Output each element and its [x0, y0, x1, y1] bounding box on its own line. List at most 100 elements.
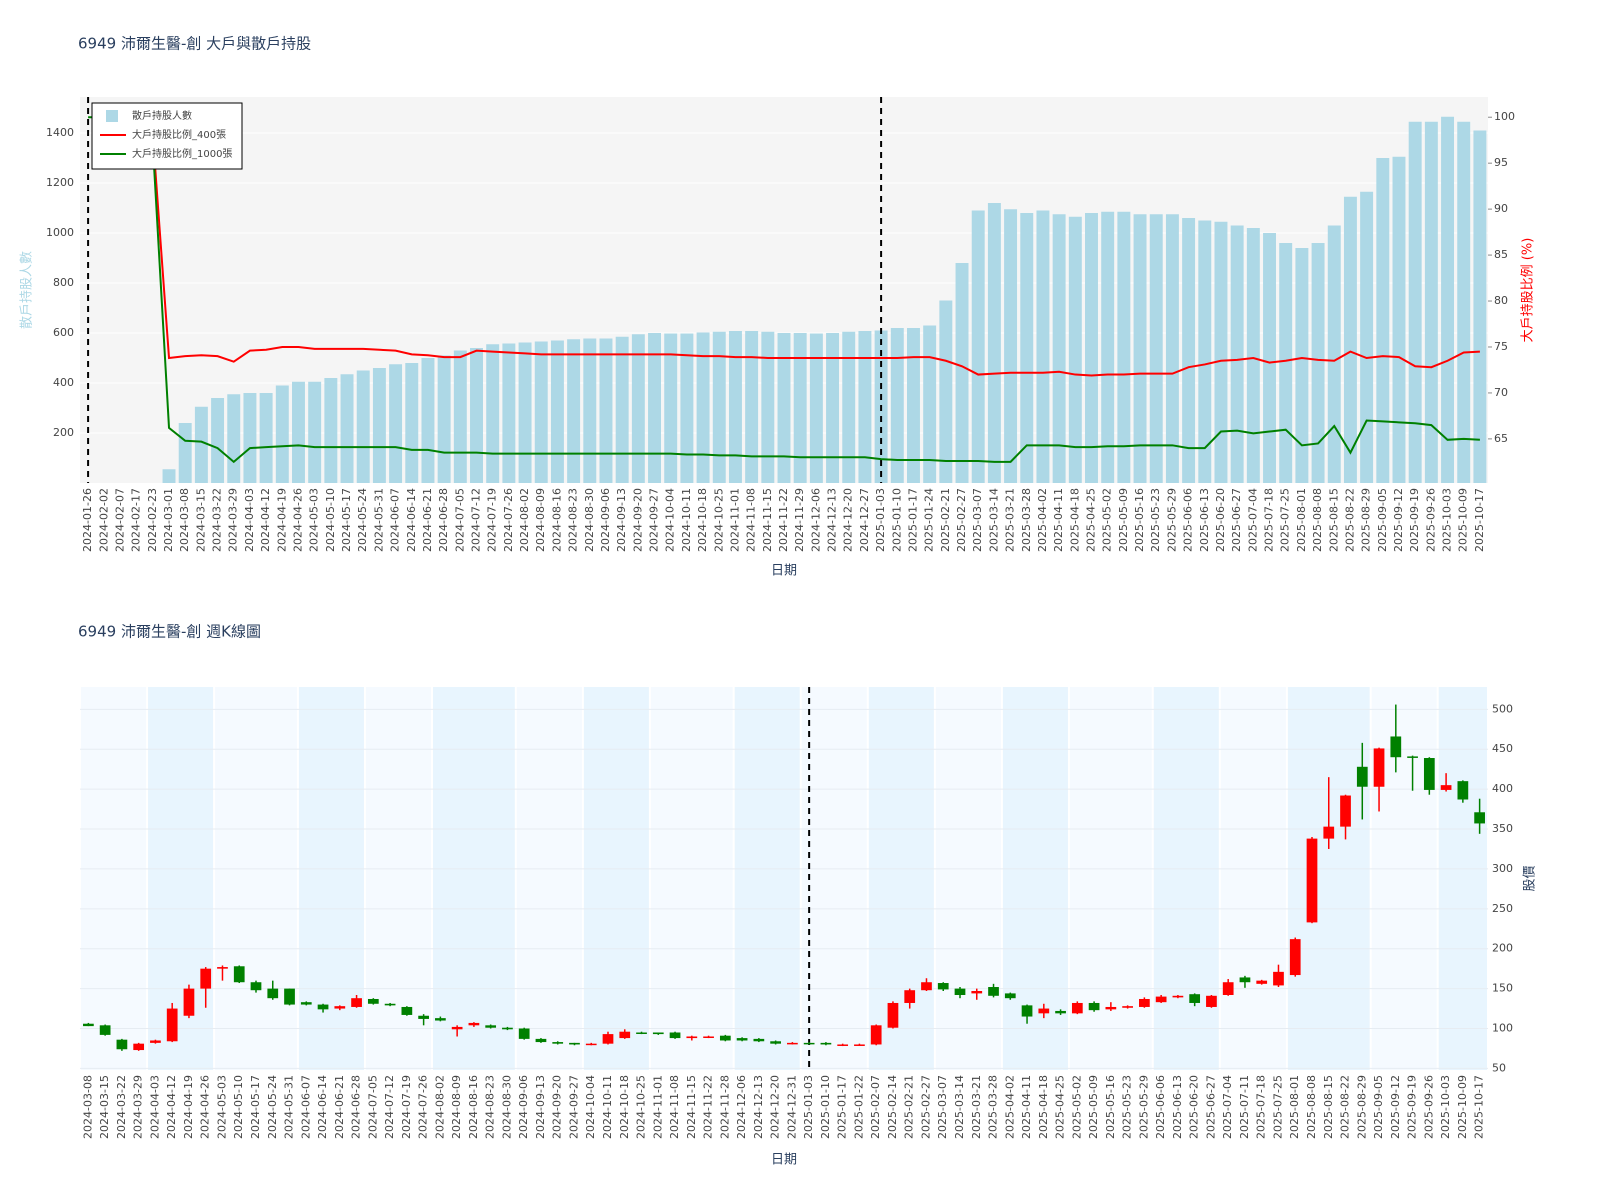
candle-body: [585, 1043, 597, 1046]
candle-body: [921, 982, 932, 991]
x-tick-label: 2024-08-30: [583, 488, 596, 552]
y-tick-label: 400: [1492, 782, 1513, 795]
bar: [1376, 158, 1390, 483]
bar: [1052, 214, 1066, 483]
candle-body: [217, 967, 228, 969]
month-band: [365, 687, 431, 1070]
bar: [162, 469, 176, 483]
x-tick-label: 2025-01-10: [890, 488, 903, 552]
candle-body: [619, 1031, 631, 1039]
y2-tick-label: 65: [1494, 432, 1508, 445]
candle-body: [703, 1036, 714, 1038]
x-tick-label: 2024-05-17: [249, 1075, 262, 1139]
x-tick-label: 2024-11-15: [685, 1075, 698, 1139]
candle-body: [1071, 1002, 1083, 1014]
x-tick-label: 2025-01-17: [836, 1075, 849, 1139]
month-band: [583, 687, 649, 1070]
x-tick-label: 2024-07-19: [400, 1075, 413, 1139]
x-tick-label: 2024-09-13: [534, 1075, 547, 1139]
candle-body: [1172, 995, 1184, 998]
x-tick-label: 2024-08-23: [484, 1075, 497, 1139]
y-tick-label: 1200: [46, 176, 74, 189]
candle-body: [820, 1042, 832, 1045]
x-tick-label: 2024-05-10: [324, 488, 337, 552]
x-tick-label: 2025-08-01: [1295, 488, 1308, 552]
candle-body: [803, 1042, 815, 1045]
y-tick-label: 1000: [46, 226, 74, 239]
month-band: [148, 687, 214, 1070]
month-band: [1002, 687, 1068, 1070]
candle-body: [200, 968, 212, 989]
candle-body: [669, 1032, 681, 1039]
x-tick-label: 2024-05-24: [356, 488, 369, 552]
bar: [1004, 209, 1018, 483]
candle-body: [1474, 812, 1485, 824]
x-tick-label: 2024-09-27: [648, 488, 661, 552]
bar: [696, 332, 710, 483]
candle-body: [1273, 971, 1284, 986]
legend-label: 大戶持股比例_1000張: [132, 147, 232, 160]
x-tick-label: 2025-07-11: [1238, 1075, 1251, 1139]
bar: [518, 342, 532, 483]
candle-body: [1457, 781, 1469, 800]
bar: [1230, 225, 1244, 483]
bar: [1392, 156, 1406, 483]
bar: [324, 378, 338, 483]
bar: [680, 333, 694, 483]
x-tick-label: 2025-03-07: [936, 1075, 949, 1139]
x-tick-label: 2024-04-26: [199, 1075, 212, 1139]
x-tick-label: 2025-08-08: [1311, 488, 1324, 552]
y2-axis-title: 大戶持股比例 (%): [1521, 238, 1536, 343]
candle-body: [401, 1006, 413, 1015]
month-band: [1287, 687, 1370, 1070]
bar: [761, 331, 775, 483]
x-tick-label: 2024-12-06: [735, 1075, 748, 1139]
bar: [955, 263, 969, 483]
x-tick-label: 2025-04-18: [1068, 488, 1081, 552]
x-tick-label: 2025-10-17: [1473, 488, 1486, 552]
bar: [615, 336, 629, 483]
x-tick-label: 2025-09-26: [1424, 488, 1437, 552]
x-tick-label: 2024-12-31: [785, 1075, 798, 1139]
x-tick-label: 2025-04-02: [1036, 488, 1049, 552]
bar: [1101, 211, 1115, 483]
x-tick-label: 2025-01-03: [802, 1075, 815, 1139]
x-tick-label: 2024-12-20: [769, 1075, 782, 1139]
candle-body: [1222, 982, 1234, 995]
x-tick-label: 2025-09-05: [1376, 488, 1389, 552]
x-tick-label: 2025-03-28: [987, 1075, 1000, 1139]
bar: [534, 341, 548, 483]
y-axis-title: 股價: [1523, 865, 1538, 891]
x-tick-label: 2025-07-25: [1279, 488, 1292, 552]
x-tick-label: 2024-10-04: [664, 488, 677, 552]
bar: [728, 331, 742, 483]
x-tick-label: 2025-03-14: [953, 1075, 966, 1139]
bar: [389, 364, 403, 483]
candle-body: [166, 1008, 178, 1042]
x-tick-label: 2024-11-29: [793, 488, 806, 552]
candle-body: [99, 1025, 111, 1035]
candle-body: [468, 1022, 480, 1026]
candle-body: [1390, 736, 1402, 758]
x-tick-label: 2024-11-22: [702, 1075, 715, 1139]
candle-body: [870, 1025, 882, 1045]
x-tick-label: 2024-07-05: [366, 1075, 379, 1139]
candle-body: [183, 988, 195, 1016]
legend-swatch: [106, 110, 118, 122]
candle-body: [334, 1006, 346, 1009]
candle-body: [1256, 980, 1268, 984]
bar: [1149, 214, 1163, 483]
candle-body: [686, 1036, 698, 1039]
candle-body: [1088, 1002, 1100, 1011]
candle-body: [552, 1042, 564, 1044]
x-tick-label: 2024-12-13: [826, 488, 839, 552]
x-tick-label: 2025-08-08: [1305, 1075, 1318, 1139]
x-tick-label: 2024-06-21: [333, 1075, 346, 1139]
x-tick-label: 2024-08-16: [550, 488, 563, 552]
y-tick-label: 350: [1492, 822, 1513, 835]
x-tick-label: 2025-03-14: [987, 488, 1000, 552]
bar: [1441, 116, 1455, 483]
x-tick-label: 2024-03-22: [211, 488, 224, 552]
month-band: [1371, 687, 1437, 1070]
x-tick-label: 2025-05-09: [1117, 488, 1130, 552]
